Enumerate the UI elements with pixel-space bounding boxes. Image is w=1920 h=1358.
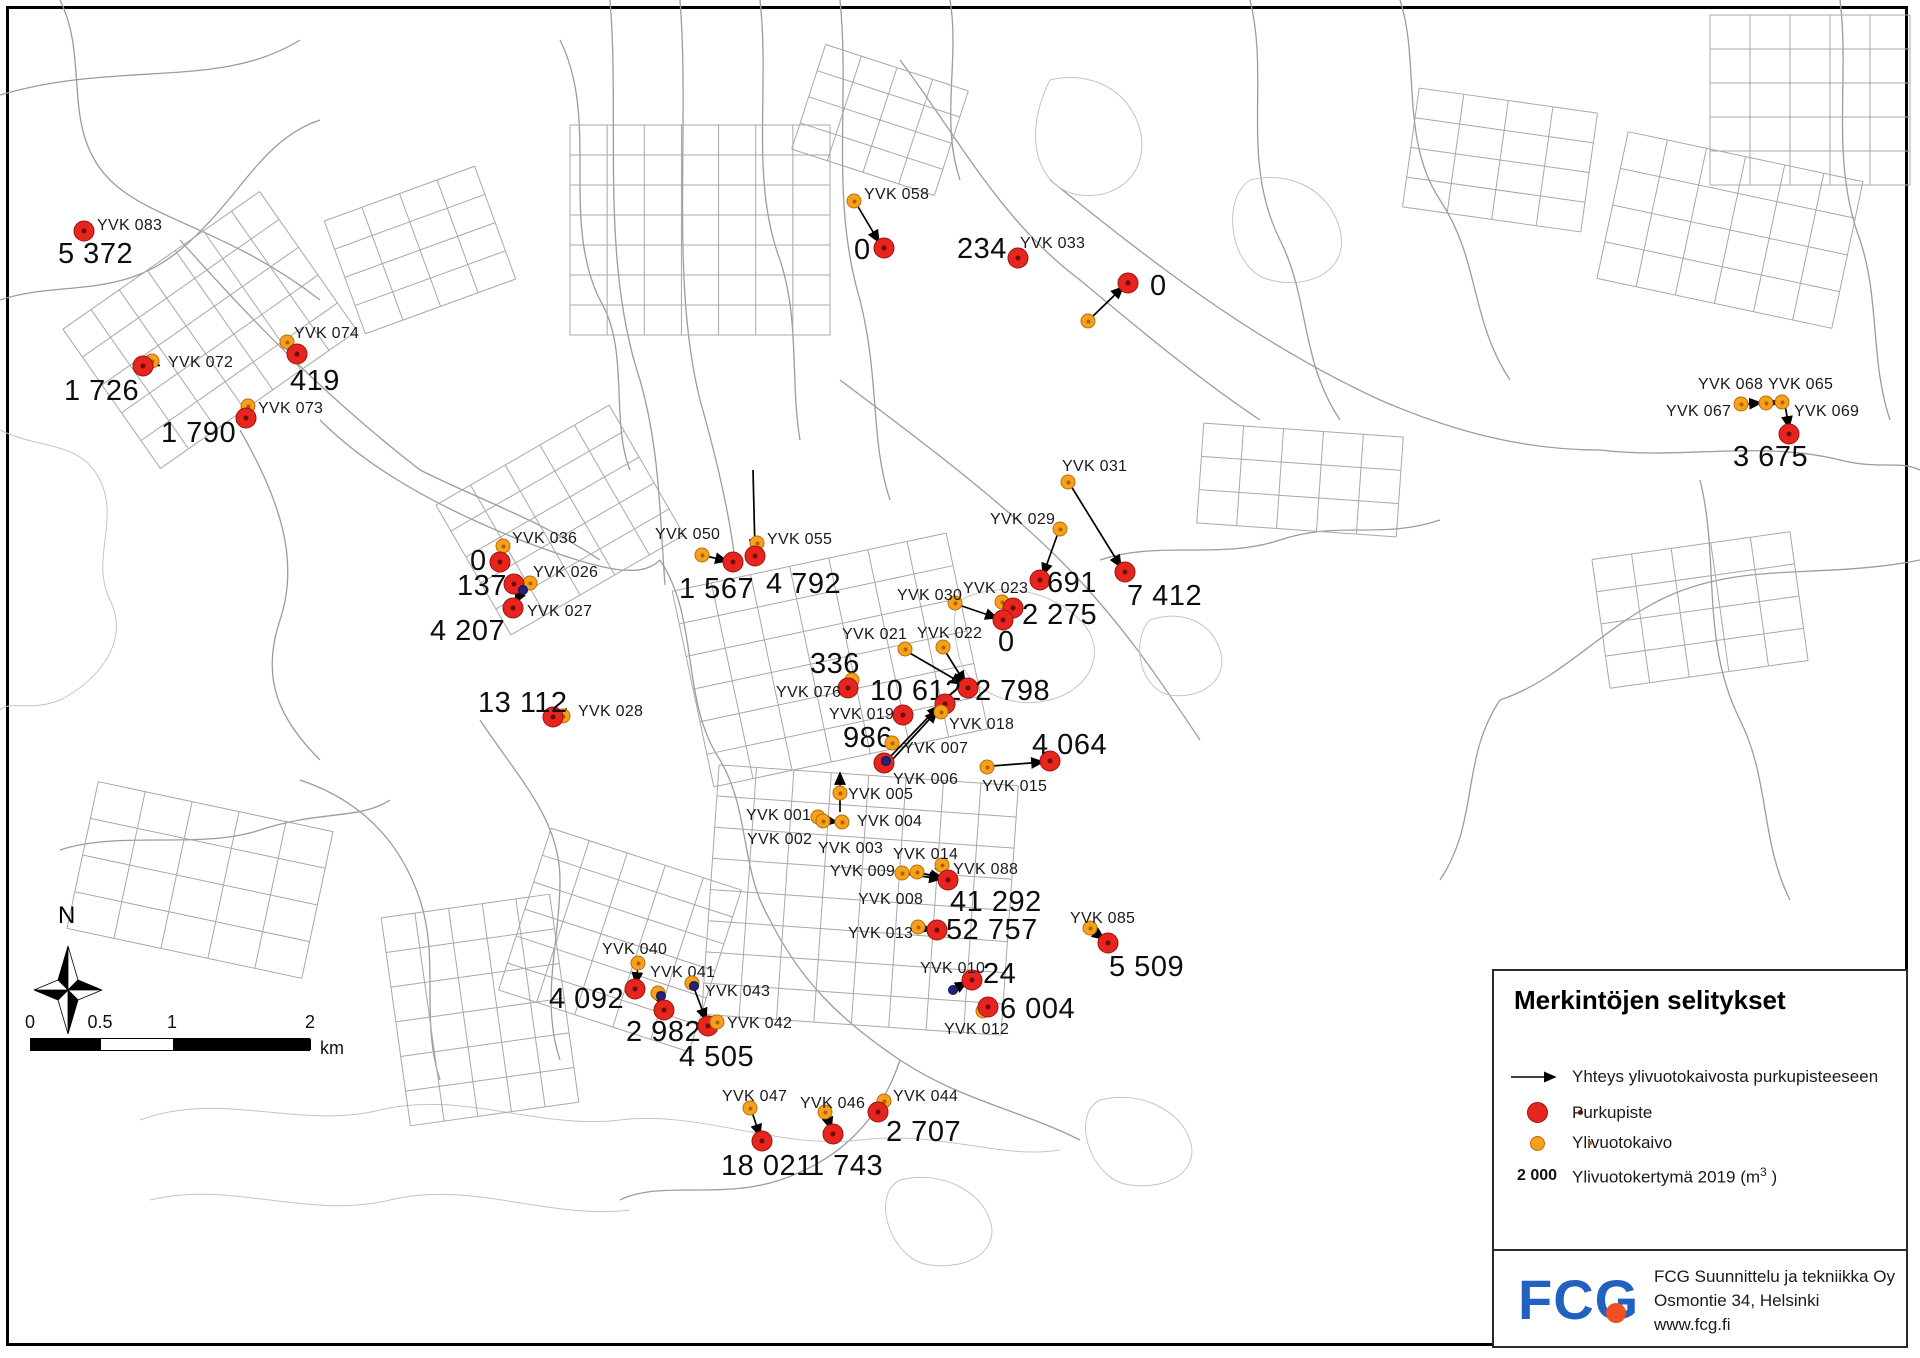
connection-arrow (244, 400, 256, 416)
red-dot-icon (1526, 1102, 1548, 1123)
connection-arrow (1765, 397, 1780, 410)
connection-arrow (821, 814, 839, 827)
connection-arrow (652, 992, 664, 1008)
arrow-icon (1508, 1070, 1566, 1084)
connection-arrow (1041, 532, 1059, 577)
fcg-company-line: Osmontie 34, Helsinki (1654, 1291, 1820, 1310)
connection-arrow (877, 1095, 892, 1111)
connection-arrow (821, 1115, 834, 1131)
connection-arrow (958, 604, 999, 620)
connection-arrow (1744, 397, 1763, 410)
legend-row-connection: Yhteys ylivuotokaivosta purkupisteeseen (1508, 1067, 1878, 1087)
scale-bar: 0 0.5 1 2 km (24, 1012, 368, 1062)
connection-arrow (517, 576, 532, 589)
fcg-company-line: www.fcg.fi (1654, 1315, 1731, 1334)
connection-arrow (514, 589, 526, 605)
legend-row-purkupiste: Purkupiste (1508, 1102, 1652, 1123)
fcg-logo: FCG (1518, 1268, 1640, 1331)
legend-box: Merkintöjen selitykset Yhteys ylivuotoka… (1492, 969, 1908, 1348)
scale-label-2: 2 (304, 1012, 316, 1032)
legend-label-ylivuotokaivo: Ylivuotokaivo (1572, 1133, 1673, 1152)
fcg-logo-dot-icon (1606, 1303, 1626, 1323)
connection-arrow (750, 1111, 762, 1138)
connection-arrow (991, 756, 1045, 769)
connection-arrow (1070, 485, 1122, 569)
compass-star-icon (33, 945, 103, 1035)
fcg-footer: FCG FCG Suunnittelu ja tekniikka Oy Osmo… (1494, 1249, 1906, 1346)
connection-arrow (1090, 927, 1106, 940)
connection-arrow (1090, 285, 1125, 319)
scale-label-0: 0 (24, 1012, 36, 1032)
connection-arrow (282, 338, 297, 353)
orange-dot-icon (1529, 1135, 1545, 1151)
connection-arrow (1781, 404, 1793, 430)
connection-arrow (944, 650, 966, 685)
legend-value-example: 2 000 (1516, 1167, 1558, 1185)
legend-label-accumulation: Ylivuotokertymä 2019 (m3 ) (1572, 1165, 1778, 1187)
scale-bar-graphic (30, 1038, 311, 1051)
fcg-address: FCG Suunnittelu ja tekniikka Oy Osmontie… (1654, 1265, 1895, 1337)
legend-label-connection: Yhteys ylivuotokaivosta purkupisteeseen (1572, 1067, 1879, 1086)
connection-arrow (631, 965, 644, 986)
connection-arrow (705, 552, 729, 565)
legend-label-purkupiste: Purkupiste (1572, 1102, 1653, 1122)
legend-row-ylivuotokaivo: Ylivuotokaivo (1508, 1133, 1672, 1153)
connection-arrow (953, 981, 969, 993)
legend-title: Merkintöjen selitykset (1514, 985, 1786, 1015)
connection-arrow (693, 987, 708, 1022)
connection-arrow (555, 707, 571, 719)
connection-arrow (498, 544, 510, 559)
legend-row-accumulation: 2 000 Ylivuotokertymä 2019 (m3 ) (1508, 1165, 1777, 1188)
connection-arrow (995, 594, 1011, 608)
connection-arrow (934, 861, 947, 877)
fcg-company-line: FCG Suunnittelu ja tekniikka Oy (1654, 1267, 1895, 1286)
scale-unit-label: km (320, 1038, 344, 1058)
connection-arrow (889, 704, 941, 758)
connection-arrow (891, 709, 939, 761)
connection-arrow (145, 355, 161, 367)
connection-arrow (918, 921, 933, 934)
connection-arrow (856, 204, 880, 244)
compass-north-label: N (58, 902, 76, 929)
connection-arrow (748, 469, 761, 553)
scale-label-05: 0.5 (87, 1012, 113, 1032)
compass-rose: N (30, 902, 120, 1052)
scale-label-1: 1 (166, 1012, 178, 1032)
